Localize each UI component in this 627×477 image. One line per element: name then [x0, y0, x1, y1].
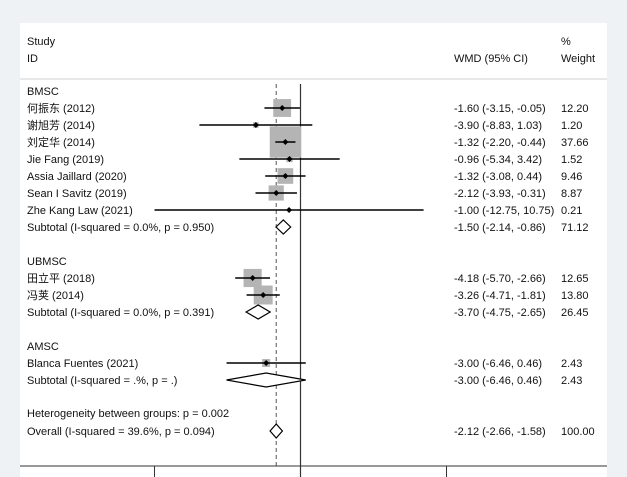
study-label: Zhe Kang Law (2021)	[27, 205, 133, 217]
subtotal-ci-text: -3.70 (-4.75, -2.65)	[454, 307, 546, 319]
study-ci-text: -1.60 (-3.15, -0.05)	[454, 103, 546, 115]
header-effect: WMD (95% CI)	[454, 53, 528, 65]
study-weight: 13.80	[561, 290, 589, 302]
study-label: 冯荚 (2014)	[27, 288, 84, 302]
header-study: Study	[27, 36, 56, 48]
subtotal-diamond	[226, 372, 306, 388]
point-estimate	[282, 139, 289, 145]
point-estimate	[249, 275, 256, 281]
study-weight: 9.46	[561, 171, 582, 183]
header-id: ID	[27, 53, 38, 65]
subtotal-label: Subtotal (I-squared = 0.0%, p = 0.391)	[27, 307, 214, 319]
study-ci-text: -3.90 (-8.83, 1.03)	[454, 120, 542, 132]
study-weight: 8.87	[561, 188, 582, 200]
study-ci-text: -4.18 (-5.70, -2.66)	[454, 273, 546, 285]
overall-ci-text: -2.12 (-2.66, -1.58)	[454, 426, 546, 438]
study-weight: 2.43	[561, 358, 582, 370]
study-weight: 1.20	[561, 120, 582, 132]
study-label: Jie Fang (2019)	[27, 154, 104, 166]
plot-panel	[20, 23, 607, 477]
point-estimate	[282, 173, 289, 179]
header-pct: %	[561, 36, 571, 48]
point-estimate	[286, 156, 293, 162]
subtotal-ci-text: -3.00 (-6.46, 0.46)	[454, 375, 542, 387]
point-estimate	[273, 190, 280, 196]
study-weight: 1.52	[561, 154, 582, 166]
overall-diamond	[269, 423, 284, 439]
study-ci-text: -1.00 (-12.75, 10.75)	[454, 205, 554, 217]
study-ci-text: -3.26 (-4.71, -1.81)	[454, 290, 546, 302]
study-weight: 12.20	[561, 103, 589, 115]
study-label: 田立平 (2018)	[27, 271, 95, 285]
study-label: Blanca Fuentes (2021)	[27, 358, 138, 370]
study-ci-text: -1.32 (-2.20, -0.44)	[454, 137, 546, 149]
subtotal-weight: 26.45	[561, 307, 589, 319]
overall-weight: 100.00	[561, 426, 595, 438]
group-heading: BMSC	[27, 86, 59, 98]
point-estimate	[252, 122, 259, 128]
subtotal-weight: 71.12	[561, 222, 589, 234]
study-label: 谢旭芳 (2014)	[27, 118, 95, 132]
study-ci-text: -0.96 (-5.34, 3.42)	[454, 154, 542, 166]
study-weight: 37.66	[561, 137, 589, 149]
point-estimate	[286, 207, 293, 213]
study-label: 何振东 (2012)	[27, 101, 95, 115]
subtotal-ci-text: -1.50 (-2.14, -0.86)	[454, 222, 546, 234]
study-ci-text: -2.12 (-3.93, -0.31)	[454, 188, 546, 200]
subtotal-weight: 2.43	[561, 375, 582, 387]
heterogeneity-text: Heterogeneity between groups: p = 0.002	[27, 408, 229, 420]
subtotal-diamond	[244, 304, 272, 320]
subtotal-label: Subtotal (I-squared = 0.0%, p = 0.950)	[27, 222, 214, 234]
study-label: Sean I Savitz (2019)	[27, 188, 127, 200]
point-estimate	[260, 292, 267, 298]
group-heading: AMSC	[27, 341, 59, 353]
study-label: Assia Jaillard (2020)	[27, 171, 127, 183]
study-weight: 0.21	[561, 205, 582, 217]
point-estimate	[279, 105, 286, 111]
study-ci-text: -1.32 (-3.08, 0.44)	[454, 171, 542, 183]
subtotal-label: Subtotal (I-squared = .%, p = .)	[27, 375, 177, 387]
point-estimate	[263, 360, 270, 366]
study-weight: 12.65	[561, 273, 589, 285]
header-weight: Weight	[561, 53, 595, 65]
study-ci-text: -3.00 (-6.46, 0.46)	[454, 358, 542, 370]
overall-label: Overall (I-squared = 39.6%, p = 0.094)	[27, 426, 215, 438]
study-label: 刘定华 (2014)	[27, 135, 95, 149]
group-heading: UBMSC	[27, 256, 67, 268]
subtotal-diamond	[275, 219, 292, 235]
